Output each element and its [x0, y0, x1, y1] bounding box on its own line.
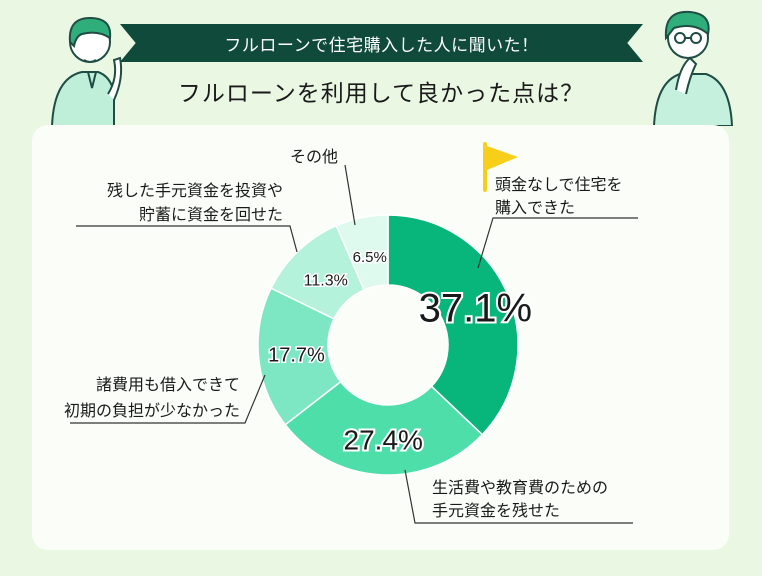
- header-banner: フルローンで住宅購入した人に聞いた！: [120, 24, 643, 62]
- leader-line: [76, 225, 298, 253]
- donut-slice-3: [257, 287, 342, 426]
- slice-category-label: 生活費や教育費のための: [432, 478, 608, 497]
- slice-category-label: 貯蓄に資金を回せた: [139, 205, 283, 224]
- donut-slice-1: [387, 214, 519, 436]
- person-thinking-icon: [50, 16, 123, 126]
- person-glasses-icon: [652, 10, 734, 126]
- slice-category-label: 残した手元資金を投資や: [107, 181, 283, 200]
- donut-slice-2: [284, 380, 484, 476]
- slice-category-label: その他: [290, 147, 338, 166]
- leader-line: [70, 374, 266, 424]
- slice-value-label: 27.4%: [344, 425, 423, 456]
- page-title: フルローンを利用して良かった点は？: [177, 81, 585, 107]
- slice-category-label: 初期の負担が少なかった: [64, 401, 240, 420]
- banner-text: フルローンで住宅購入した人に聞いた！: [224, 35, 539, 56]
- slice-category-label: 手元資金を残せた: [432, 501, 560, 520]
- slice-value-label: 6.5%: [353, 249, 387, 266]
- flag-icon: [483, 142, 518, 192]
- leader-line: [404, 469, 633, 524]
- slice-category-label: 諸費用も借入できて: [96, 375, 240, 394]
- slice-category-label: 購入できた: [495, 198, 575, 217]
- leader-line: [344, 164, 356, 226]
- donut-slice-5: [335, 214, 389, 291]
- leader-line: [477, 217, 638, 269]
- slice-category-label: 頭金なしで住宅を: [495, 175, 623, 194]
- slice-value-label: 11.3%: [304, 273, 348, 290]
- slice-value-label: 17.7%: [268, 345, 325, 367]
- chart-card: [32, 125, 729, 550]
- slice-value-label: 37.1%: [419, 287, 532, 331]
